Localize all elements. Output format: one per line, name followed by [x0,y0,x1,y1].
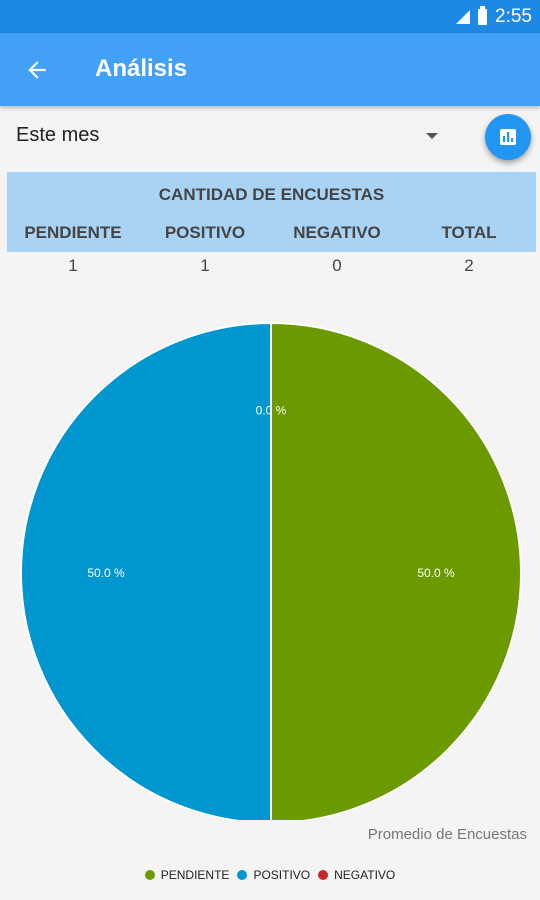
pie-label-pendiente: 50.0 % [417,566,455,580]
caret-down-icon [426,133,438,139]
summary-table-title: CANTIDAD DE ENCUESTAS [158,185,385,204]
column-negativo: NEGATIVO [293,223,381,242]
value-negativo: 0 [332,256,342,275]
pie-chart[interactable]: 50.0 % 50.0 % 0.0 % [0,300,540,820]
page-title: Análisis [95,55,188,82]
legend-swatch-negativo [318,870,329,880]
legend-swatch-pendiente [144,870,155,880]
value-total: 2 [464,256,474,275]
chart-legend: PENDIENTE POSITIVO NEGATIVO [0,868,540,882]
app-bar: Análisis [0,33,540,106]
summary-table-header: CANTIDAD DE ENCUESTAS PENDIENTE POSITIVO… [7,172,536,252]
pie-label-negativo: 0.0 % [256,404,287,418]
value-pendiente: 1 [68,256,78,275]
arrow-back-icon [28,61,46,79]
value-positivo: 1 [200,256,210,275]
legend-label-positivo: POSITIVO [253,868,311,882]
pie-slice-pendiente[interactable] [270,321,522,820]
legend-item-negativo: NEGATIVO [318,868,395,882]
chart-toggle-button[interactable] [485,114,531,160]
legend-item-pendiente: PENDIENTE [144,868,230,882]
column-positivo: POSITIVO [164,223,246,242]
column-total: TOTAL [441,223,497,242]
period-dropdown[interactable]: Este mes [0,112,460,160]
status-bar: 2:55 [0,0,540,33]
clock: 2:55 [495,5,532,27]
signal-icon [456,9,471,24]
battery-icon [478,5,488,25]
pie-label-positivo: 50.0 % [87,566,125,580]
legend-label-pendiente: PENDIENTE [160,868,230,882]
chart-description: Promedio de Encuestas [367,826,527,843]
legend-swatch-positivo [237,870,248,880]
bar-chart-icon [500,129,516,145]
legend-label-negativo: NEGATIVO [334,868,396,882]
period-selected-value: Este mes [16,124,100,146]
pie-slice-positivo[interactable] [20,321,272,820]
column-pendiente: PENDIENTE [24,223,122,242]
legend-item-positivo: POSITIVO [237,868,310,882]
back-button[interactable] [18,51,56,89]
